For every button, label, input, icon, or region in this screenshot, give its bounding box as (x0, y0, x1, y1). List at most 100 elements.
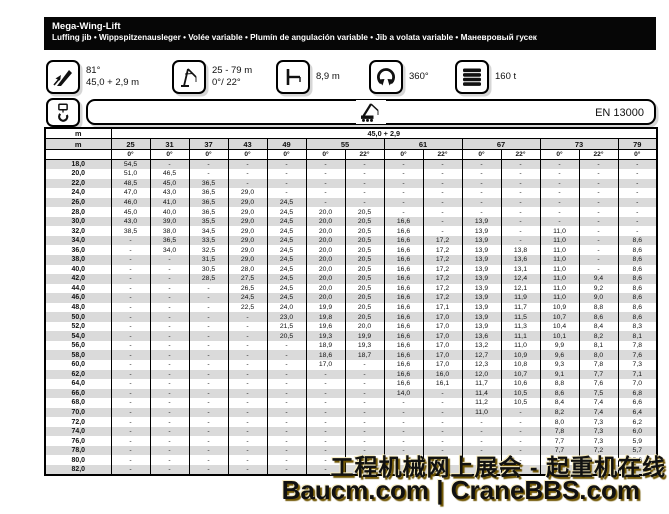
load-cell: 11,0 (539, 226, 579, 236)
load-cell: - (110, 388, 150, 399)
load-cell: 12,3 (461, 359, 501, 370)
load-cell: 11,9 (500, 293, 540, 303)
load-cell: - (110, 283, 150, 294)
load-cell: 13,9 (461, 302, 501, 313)
load-cell: 20,0 (305, 226, 345, 236)
load-cell: 16,6 (383, 302, 423, 313)
load-cell: - (188, 445, 228, 456)
load-cell: - (539, 455, 579, 465)
jib-angle-header: 22° (578, 149, 619, 160)
table-row: 72,0- - - - - - - - - - -8,0 7,3 6,2 (44, 417, 658, 427)
load-cell: - (422, 159, 462, 170)
load-cell: 5,6 (617, 455, 658, 465)
load-cell: 17,0 (305, 359, 345, 370)
radius-cell: 62,0 (44, 369, 112, 380)
load-cell: - (422, 226, 462, 236)
load-cell: 9,3 (539, 359, 579, 370)
table-row: 36,0-34,0 32,5 29,0 24,5 20,0 20,5 16,6 17,2 13,… (44, 245, 658, 255)
load-cell: - (188, 350, 228, 360)
load-cell: 16,6 (383, 245, 423, 255)
load-cell: - (578, 169, 618, 179)
page-subtitle: Luffing jib • Wippspitzenausleger • Volé… (52, 33, 537, 42)
load-cell: - (305, 426, 345, 437)
load-cell: 29,0 (227, 207, 267, 217)
load-cell: 36,5 (188, 197, 228, 208)
load-cell: - (305, 169, 345, 179)
load-cell: 13,9 (461, 312, 501, 322)
load-cell: 11,0 (539, 235, 579, 246)
load-cell: - (539, 188, 579, 198)
load-cell: - (110, 293, 150, 303)
load-cell: - (266, 188, 306, 198)
load-cell: - (422, 417, 462, 427)
radius-cell: 50,0 (44, 312, 112, 322)
load-cell: 28,5 (188, 274, 228, 284)
table-row: 22,0 48,5 45,0 36,5- - - - - - - - - - - (44, 178, 658, 189)
jib-angle-header: 0° (110, 149, 151, 160)
jib-angle-header: 22° (500, 149, 541, 160)
load-cell: 17,0 (422, 321, 462, 332)
load-cell: 16,6 (383, 379, 423, 389)
load-cell: - (227, 436, 267, 446)
load-cell: - (110, 350, 150, 360)
load-cell: - (110, 445, 150, 456)
jib-angle-header: 0° (617, 149, 658, 160)
radius-cell: 78,0 (44, 445, 112, 456)
load-cell: 13,9 (461, 226, 501, 236)
load-cell: - (617, 169, 658, 179)
load-cell: - (461, 207, 501, 217)
load-cell: 16,6 (383, 321, 423, 332)
table-row: 52,0- - - -21,5 19,6 20,0 16,6 17,0 13,9 11,3 10,4… (44, 321, 658, 332)
table-row: 62,0- - - - - - -16,6 16,0 12,0 10,7 9,1 7,7 7,1 (44, 369, 658, 380)
load-cell: - (110, 331, 150, 341)
load-cell: - (422, 207, 462, 217)
load-cell: - (305, 369, 345, 380)
load-cell: - (227, 417, 267, 427)
load-cell: - (188, 436, 228, 446)
load-cell: 11,0 (461, 407, 501, 418)
radius-cell: 40,0 (44, 264, 112, 275)
load-cell: - (344, 445, 384, 456)
load-cell: 7,8 (617, 340, 658, 351)
load-cell: - (578, 264, 618, 275)
load-cell: - (461, 178, 501, 189)
load-cell: 8,6 (617, 302, 658, 313)
table-row: 54,0- - - -20,5 19,3 19,9 16,6 17,0 13,6 11,1 10,1… (44, 331, 658, 341)
load-cell: 13,9 (461, 321, 501, 332)
load-cell: 20,5 (344, 216, 384, 227)
load-cell: - (383, 178, 423, 189)
load-cell: 8,0 (539, 417, 579, 427)
load-cell: 29,0 (227, 254, 267, 265)
load-cell: 10,5 (500, 388, 540, 399)
load-cell: - (461, 159, 501, 170)
load-cell: 24,5 (266, 216, 306, 227)
load-cell: 10,9 (500, 350, 540, 360)
load-cell: - (461, 188, 501, 198)
luffing-jib-crane-icon (172, 60, 206, 94)
load-cell: 43,0 (110, 216, 150, 227)
load-cell: 10,5 (500, 398, 540, 408)
load-cell: - (188, 340, 228, 351)
load-cell: - (383, 426, 423, 437)
load-cell: 13,9 (461, 254, 501, 265)
load-cell: 9,1 (539, 369, 579, 380)
radius-cell: 26,0 (44, 197, 112, 208)
radius-unit-cell: m (44, 138, 112, 150)
load-cell: - (188, 465, 228, 475)
table-row: 56,0- - - - -18,9 19,3 16,6 17,0 13,2 11,0 9,9 8,1 7… (44, 340, 658, 351)
load-cell: - (149, 426, 189, 437)
load-cell: 22,5 (227, 302, 267, 313)
jib-length-header: 67 (461, 138, 541, 150)
load-cell: - (539, 197, 579, 208)
load-cell: 24,5 (266, 283, 306, 294)
load-cell: - (188, 417, 228, 427)
load-cell: - (422, 178, 462, 189)
load-cell: - (149, 340, 189, 351)
load-cell: - (149, 436, 189, 446)
load-cell: 7,6 (578, 379, 618, 389)
load-cell: 24,5 (266, 197, 306, 208)
load-cell: - (578, 178, 618, 189)
load-cell: - (149, 159, 189, 170)
load-cell: 34,5 (188, 226, 228, 236)
load-cell: - (461, 455, 501, 465)
